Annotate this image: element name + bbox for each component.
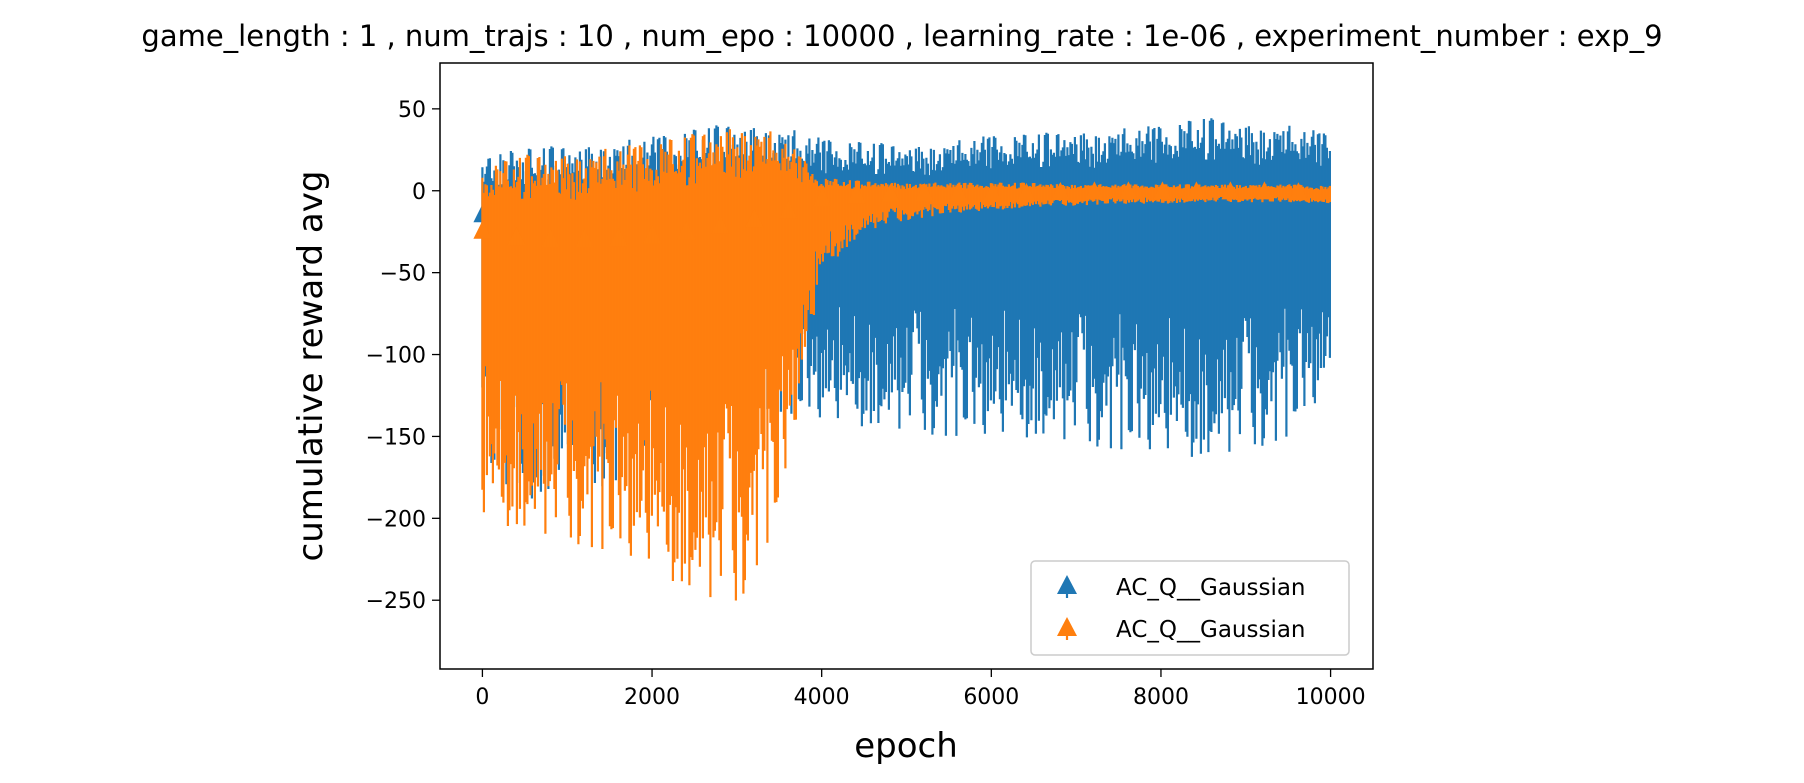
- y-axis: 50 0 −50 −100 −150 −200 −250: [366, 98, 440, 614]
- data-marker: [949, 183, 968, 201]
- series-2: [473, 129, 1332, 601]
- data-marker: [745, 209, 764, 228]
- legend-label: AC_Q__Gaussian: [1116, 575, 1306, 601]
- data-marker: [677, 221, 696, 240]
- data-marker: [541, 228, 560, 247]
- x-tick-label: 10000: [1296, 685, 1366, 710]
- data-marker: [1017, 183, 1036, 201]
- data-marker: [847, 185, 866, 204]
- data-marker: [915, 183, 934, 201]
- data-marker: [609, 228, 628, 247]
- data-marker: [1187, 181, 1206, 200]
- data-marker: [1119, 181, 1138, 200]
- data-marker: [1255, 181, 1274, 200]
- y-tick-label: −50: [380, 262, 426, 287]
- data-marker: [1051, 182, 1070, 200]
- data-marker: [881, 183, 900, 202]
- legend: AC_Q__Gaussian AC_Q__Gaussian: [1030, 560, 1350, 656]
- data-marker: [779, 200, 798, 219]
- data-marker: [1153, 181, 1172, 200]
- y-tick-label: 0: [412, 180, 426, 205]
- legend-marker-icon: [1057, 617, 1077, 636]
- data-marker: [507, 227, 526, 246]
- x-tick-label: 4000: [794, 685, 850, 710]
- y-tick-label: −200: [366, 507, 426, 532]
- data-marker: [1289, 182, 1308, 201]
- chart-title: game_length : 1 , num_trajs : 10 , num_e…: [141, 19, 1662, 53]
- data-marker: [1085, 181, 1104, 200]
- x-tick-label: 6000: [963, 685, 1019, 710]
- data-marker: [711, 215, 730, 234]
- data-marker: [473, 220, 492, 239]
- legend-label: AC_Q__Gaussian: [1116, 617, 1306, 643]
- data-marker: [643, 225, 662, 244]
- y-tick-label: 50: [398, 98, 426, 123]
- x-axis: 0 2000 4000 6000 8000 10000: [475, 669, 1366, 710]
- y-tick-label: −100: [366, 344, 426, 369]
- legend-box: [1030, 560, 1350, 656]
- series-2-markers: [473, 181, 1308, 247]
- x-axis-title: epoch: [854, 726, 958, 766]
- legend-marker-icon: [1057, 575, 1077, 594]
- plot-area: [473, 118, 1332, 601]
- y-tick-label: −150: [366, 425, 426, 450]
- y-axis-title: cumulative reward avg: [291, 171, 331, 562]
- data-marker: [983, 183, 1002, 201]
- data-marker: [813, 187, 832, 206]
- plot-frame: [439, 62, 1374, 670]
- x-tick-label: 2000: [624, 685, 680, 710]
- data-marker: [1221, 181, 1240, 200]
- x-tick-label: 8000: [1133, 685, 1189, 710]
- x-tick-label: 0: [475, 685, 489, 710]
- data-marker: [575, 228, 594, 247]
- y-tick-label: −250: [366, 589, 426, 614]
